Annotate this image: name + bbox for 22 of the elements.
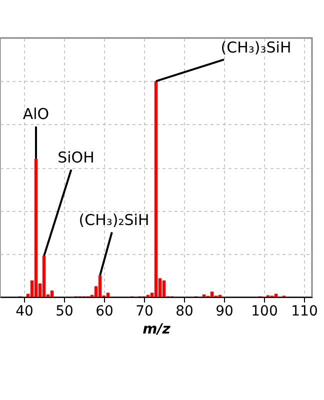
x-tick-label: 70 xyxy=(136,304,154,320)
x-tick-label: 90 xyxy=(216,304,234,320)
x-tick-label: 110 xyxy=(291,304,318,320)
bar xyxy=(98,275,102,297)
x-tick-label: 40 xyxy=(16,304,34,320)
bar xyxy=(106,292,110,297)
x-tick-label: 60 xyxy=(96,304,114,320)
bar xyxy=(202,294,206,297)
bar xyxy=(162,280,166,297)
bar xyxy=(42,256,46,297)
bar xyxy=(50,290,54,297)
x-tick-label: 50 xyxy=(56,304,74,320)
x-tick-label: 100 xyxy=(251,304,278,320)
annotation: SiOH xyxy=(58,148,94,166)
bar xyxy=(210,292,214,297)
x-axis-title: m/z xyxy=(142,322,172,338)
annotation: (CH₃)₃SiH xyxy=(220,38,292,56)
bar xyxy=(154,81,158,297)
annotation: AlO xyxy=(22,105,50,124)
bar xyxy=(34,158,38,297)
x-tick-label: 80 xyxy=(176,304,194,320)
annotation: (CH₃)₂SiH xyxy=(78,210,150,229)
